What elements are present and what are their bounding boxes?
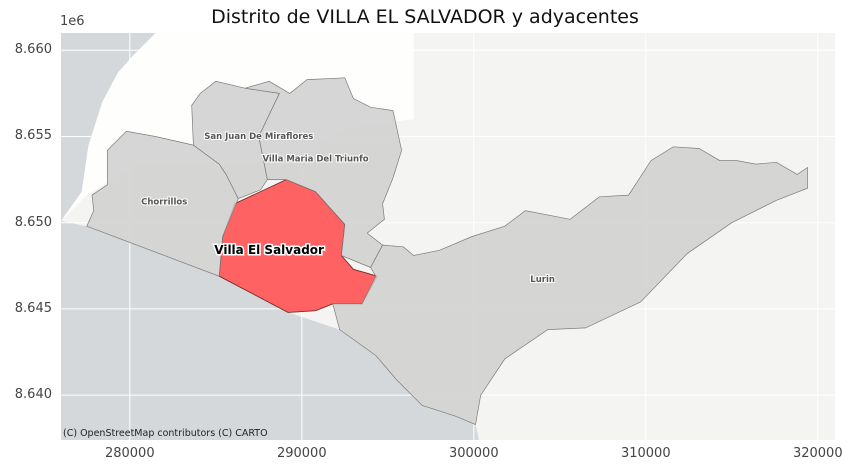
- district-label-lurin: Lurin: [530, 275, 555, 285]
- basemap-sea: [61, 221, 479, 440]
- chart-title: Distrito de VILLA EL SALVADOR y adyacent…: [211, 6, 639, 28]
- x-tick-label: 280000: [104, 446, 155, 461]
- district-label-villa-maria-del-triunfo: Villa Maria Del Triunfo: [262, 154, 368, 164]
- x-tick-label: 320000: [792, 446, 843, 461]
- district-label-chorrillos: Chorrillos: [141, 198, 187, 208]
- district-label-san-juan-de-miraflores: San Juan De Miraflores: [204, 132, 313, 142]
- y-tick-label: 8.640: [14, 387, 52, 403]
- district-villa-maria-del-triunfo: [244, 77, 402, 268]
- y-tick-label: 8.655: [14, 128, 52, 144]
- x-tick-label: 310000: [620, 446, 671, 461]
- x-tick-label: 300000: [448, 446, 499, 461]
- x-tick-label: 290000: [276, 446, 327, 461]
- map-attribution: (C) OpenStreetMap contributors (C) CARTO: [63, 428, 268, 439]
- district-lurin: [332, 146, 808, 425]
- y-tick-label: 8.650: [14, 214, 52, 230]
- y-axis-exponent: 1e6: [60, 14, 85, 29]
- y-tick-label: 8.660: [14, 42, 52, 58]
- basemap-sea-north: [61, 33, 156, 221]
- district-label-villa-el-salvador: Villa El Salvador: [214, 243, 324, 257]
- y-tick-label: 8.645: [14, 300, 52, 316]
